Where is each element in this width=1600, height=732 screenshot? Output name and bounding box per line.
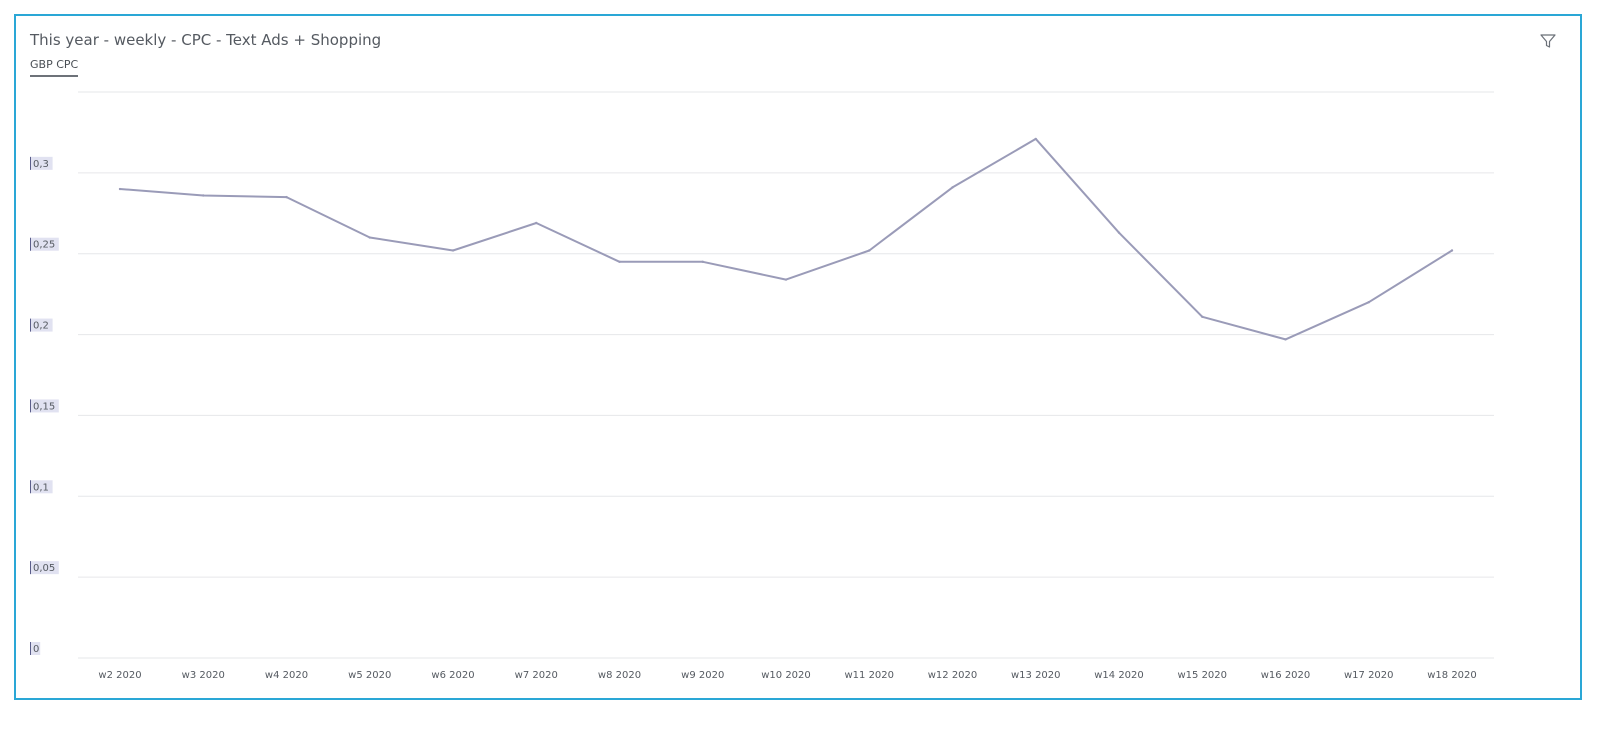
filter-icon[interactable] [1539, 32, 1557, 50]
y-tick-highlight [30, 318, 53, 332]
y-tick-highlight [30, 399, 59, 413]
x-tick-label: w11 2020 [844, 670, 894, 681]
x-tick-label: w10 2020 [761, 670, 811, 681]
data-point [868, 249, 871, 252]
y-tick-label: 0,15 [33, 401, 55, 412]
data-point [368, 236, 371, 239]
x-tick-label: w6 2020 [431, 670, 474, 681]
data-point [951, 186, 954, 189]
x-tick-label: w3 2020 [182, 670, 225, 681]
data-point [701, 260, 704, 263]
x-tick-label: w8 2020 [598, 670, 641, 681]
line-chart: 0 0,05 0,1 0,15 0,2 0,25 0,3 w2 2020 w3 2020 w4 2… [30, 91, 1494, 681]
x-tick-label: w4 2020 [265, 670, 308, 681]
x-tick-label: w17 2020 [1344, 670, 1394, 681]
chart-title: This year - weekly - CPC - Text Ads + Sh… [30, 31, 382, 49]
data-point [1034, 137, 1037, 141]
x-tick-label: w14 2020 [1094, 670, 1144, 681]
y-tick-label: 0,1 [33, 482, 49, 493]
x-tick-label: w12 2020 [928, 670, 978, 681]
data-point [1117, 231, 1121, 234]
data-point [1201, 315, 1204, 318]
data-point [784, 278, 788, 281]
x-tick-label: w18 2020 [1427, 670, 1477, 681]
y-tick-label: 0,3 [33, 159, 49, 170]
data-point [202, 194, 205, 197]
x-tick-label: w16 2020 [1261, 670, 1311, 681]
y-tick-highlight [30, 561, 59, 575]
data-point [1284, 338, 1287, 341]
y-tick-highlight [30, 642, 41, 655]
x-tick-label: w5 2020 [348, 670, 391, 681]
x-tick-label: w15 2020 [1177, 670, 1227, 681]
x-tick-label: w9 2020 [681, 670, 724, 681]
data-point [1367, 301, 1370, 304]
y-tick-label: 0,05 [33, 563, 55, 574]
y-tick-label: 0,25 [33, 240, 55, 251]
x-tick-label: w13 2020 [1011, 670, 1061, 681]
series-line [119, 137, 1453, 341]
y-tick-label: 0 [33, 644, 39, 655]
y-tick-label: 0,2 [33, 321, 49, 332]
tab-gbp-cpc[interactable]: GBP CPC [30, 58, 79, 77]
data-point [535, 221, 538, 225]
data-point [285, 195, 288, 199]
data-point [1450, 249, 1454, 252]
data-point [451, 249, 455, 252]
data-point [118, 187, 122, 191]
y-tick-highlight [30, 237, 59, 251]
y-tick-highlight [30, 480, 53, 494]
y-tick-highlight [30, 156, 53, 170]
x-tick-label: w7 2020 [515, 670, 558, 681]
chart-panel: This year - weekly - CPC - Text Ads + Sh… [14, 14, 1582, 700]
x-tick-label: w2 2020 [98, 670, 141, 681]
data-point [618, 260, 621, 263]
